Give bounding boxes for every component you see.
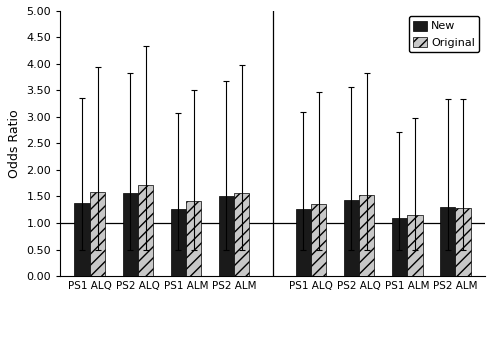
Bar [440, 207, 455, 276]
Legend: New, Original: New, Original [409, 16, 480, 52]
Bar [311, 204, 326, 276]
Bar [138, 185, 154, 276]
Bar [344, 200, 359, 276]
Bar [296, 209, 311, 276]
Bar [407, 215, 422, 276]
Y-axis label: Odds Ratio: Odds Ratio [8, 109, 20, 178]
Bar [455, 207, 470, 276]
Bar [74, 203, 90, 276]
Bar [186, 201, 202, 276]
Bar [359, 195, 374, 276]
Bar [122, 193, 138, 276]
Bar [218, 196, 234, 276]
Bar [170, 209, 186, 276]
Bar [392, 218, 407, 276]
Bar [90, 192, 105, 276]
Bar [234, 193, 250, 276]
